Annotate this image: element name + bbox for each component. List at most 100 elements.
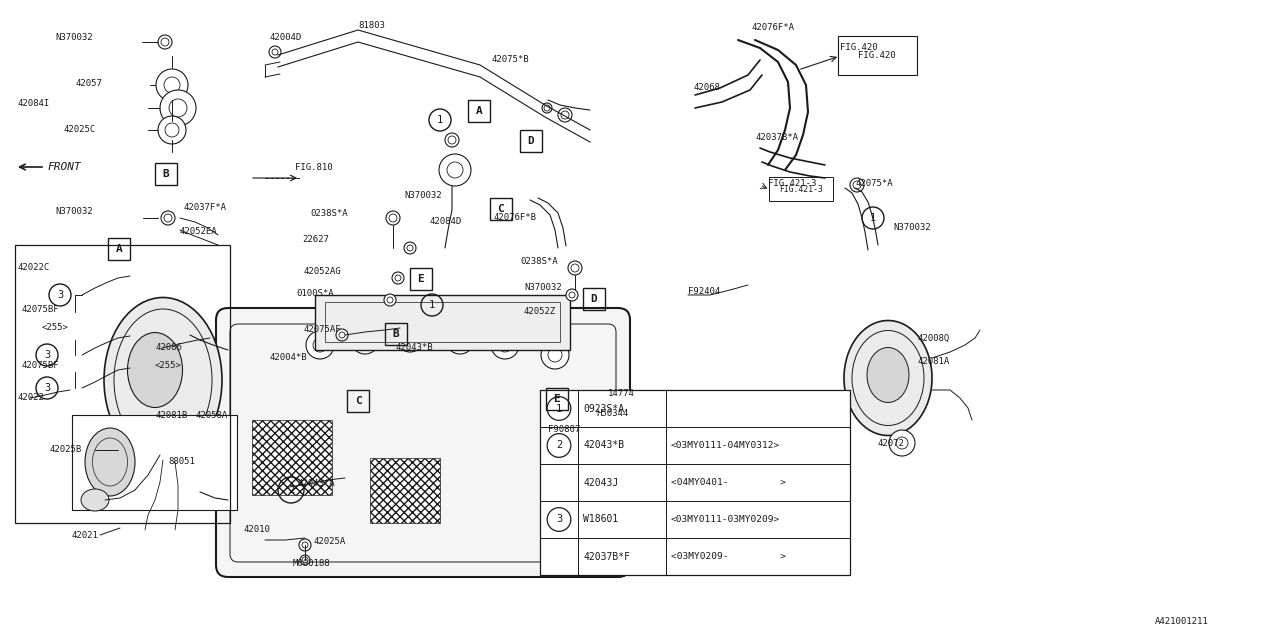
Circle shape <box>439 154 471 186</box>
Text: 42037B*F: 42037B*F <box>582 552 630 561</box>
Text: 22627: 22627 <box>302 236 329 244</box>
FancyBboxPatch shape <box>540 390 850 575</box>
Text: 42075*B: 42075*B <box>492 56 530 65</box>
Text: N370032: N370032 <box>404 191 442 200</box>
Circle shape <box>160 90 196 126</box>
Text: B: B <box>393 329 399 339</box>
Text: 42010: 42010 <box>244 525 271 534</box>
Text: F92404: F92404 <box>689 287 721 296</box>
Ellipse shape <box>128 333 183 408</box>
FancyBboxPatch shape <box>252 420 332 495</box>
Text: A421001211: A421001211 <box>1155 618 1208 627</box>
Text: 42052Z: 42052Z <box>524 307 557 317</box>
Text: <03MY0209-         >: <03MY0209- > <box>671 552 786 561</box>
Circle shape <box>161 211 175 225</box>
Text: 42008Q: 42008Q <box>918 333 950 342</box>
Circle shape <box>396 324 424 352</box>
Text: 42025A: 42025A <box>314 538 346 547</box>
FancyBboxPatch shape <box>315 295 570 350</box>
Text: N370032: N370032 <box>55 33 92 42</box>
Text: FIG.420: FIG.420 <box>840 44 878 52</box>
Text: 1: 1 <box>556 403 562 413</box>
Text: D: D <box>527 136 534 146</box>
Text: 42004D: 42004D <box>270 33 302 42</box>
Circle shape <box>404 242 416 254</box>
Text: E: E <box>554 394 561 404</box>
Text: 42021: 42021 <box>72 531 99 540</box>
Text: N370032: N370032 <box>893 223 931 232</box>
Circle shape <box>387 211 399 225</box>
Circle shape <box>157 116 186 144</box>
Circle shape <box>156 69 188 101</box>
Text: A: A <box>115 244 123 254</box>
FancyBboxPatch shape <box>370 458 440 523</box>
Text: <255>: <255> <box>42 323 69 333</box>
Text: 42037B*A: 42037B*A <box>755 134 797 143</box>
Circle shape <box>566 289 579 301</box>
Text: 1: 1 <box>429 300 435 310</box>
Text: 42022C: 42022C <box>18 264 50 273</box>
Text: FIG.420: FIG.420 <box>858 51 896 61</box>
Text: 42076F*A: 42076F*A <box>753 24 795 33</box>
Text: FRONT: FRONT <box>47 162 81 172</box>
FancyBboxPatch shape <box>769 177 833 201</box>
Circle shape <box>300 539 311 551</box>
Text: FIG.421-3: FIG.421-3 <box>780 186 823 195</box>
Circle shape <box>445 326 474 354</box>
Ellipse shape <box>81 489 109 511</box>
Text: N370032: N370032 <box>55 207 92 216</box>
Text: <255>: <255> <box>155 362 182 371</box>
Text: 88051: 88051 <box>168 458 195 467</box>
Text: 42022: 42022 <box>18 394 45 403</box>
FancyBboxPatch shape <box>216 308 630 577</box>
Text: 1: 1 <box>870 213 876 223</box>
Text: 42004*B: 42004*B <box>270 353 307 362</box>
Ellipse shape <box>867 348 909 403</box>
Text: 42025C: 42025C <box>64 125 96 134</box>
Circle shape <box>541 341 570 369</box>
Text: M000188: M000188 <box>293 559 330 568</box>
Text: E: E <box>417 274 425 284</box>
Circle shape <box>306 331 334 359</box>
Text: 14774: 14774 <box>608 388 635 397</box>
Text: 81803: 81803 <box>358 20 385 29</box>
Text: 42086: 42086 <box>155 344 182 353</box>
Text: 0100S*A: 0100S*A <box>296 289 334 298</box>
Text: 42043*B: 42043*B <box>396 344 434 353</box>
Text: 42081A: 42081A <box>918 358 950 367</box>
Text: 0923S*A: 0923S*A <box>582 403 625 413</box>
Text: 2: 2 <box>288 485 294 495</box>
Text: A: A <box>476 106 483 116</box>
Text: 42043J: 42043J <box>582 477 618 488</box>
Text: <03MY0111-03MY0209>: <03MY0111-03MY0209> <box>671 515 781 524</box>
Text: 1: 1 <box>436 115 443 125</box>
Circle shape <box>541 103 552 113</box>
Text: FIG.421-3: FIG.421-3 <box>768 179 817 188</box>
Circle shape <box>335 329 348 341</box>
Text: C: C <box>498 204 504 214</box>
Text: 42037F*A: 42037F*A <box>183 204 227 212</box>
Circle shape <box>558 108 572 122</box>
Ellipse shape <box>104 298 221 463</box>
Text: 42075BF: 42075BF <box>22 360 60 369</box>
Text: 3: 3 <box>44 350 50 360</box>
Text: F90807: F90807 <box>548 426 580 435</box>
Text: 3: 3 <box>44 383 50 393</box>
Circle shape <box>890 430 915 456</box>
Text: 42068: 42068 <box>692 83 719 93</box>
Text: N370032: N370032 <box>524 284 562 292</box>
Text: 42075BF: 42075BF <box>22 305 60 314</box>
Text: D: D <box>590 294 598 304</box>
Text: H50344: H50344 <box>596 408 628 417</box>
Text: 0238S*A: 0238S*A <box>310 209 348 218</box>
Circle shape <box>568 261 582 275</box>
Text: 42025B: 42025B <box>50 445 82 454</box>
FancyBboxPatch shape <box>72 415 237 510</box>
Text: 3: 3 <box>56 290 63 300</box>
Circle shape <box>445 133 460 147</box>
Text: 42043*B: 42043*B <box>582 440 625 451</box>
Text: 42052EA: 42052EA <box>179 227 216 237</box>
Text: 42084D: 42084D <box>430 218 462 227</box>
Text: 42081B: 42081B <box>155 410 187 419</box>
Text: 42076F*B: 42076F*B <box>494 214 538 223</box>
